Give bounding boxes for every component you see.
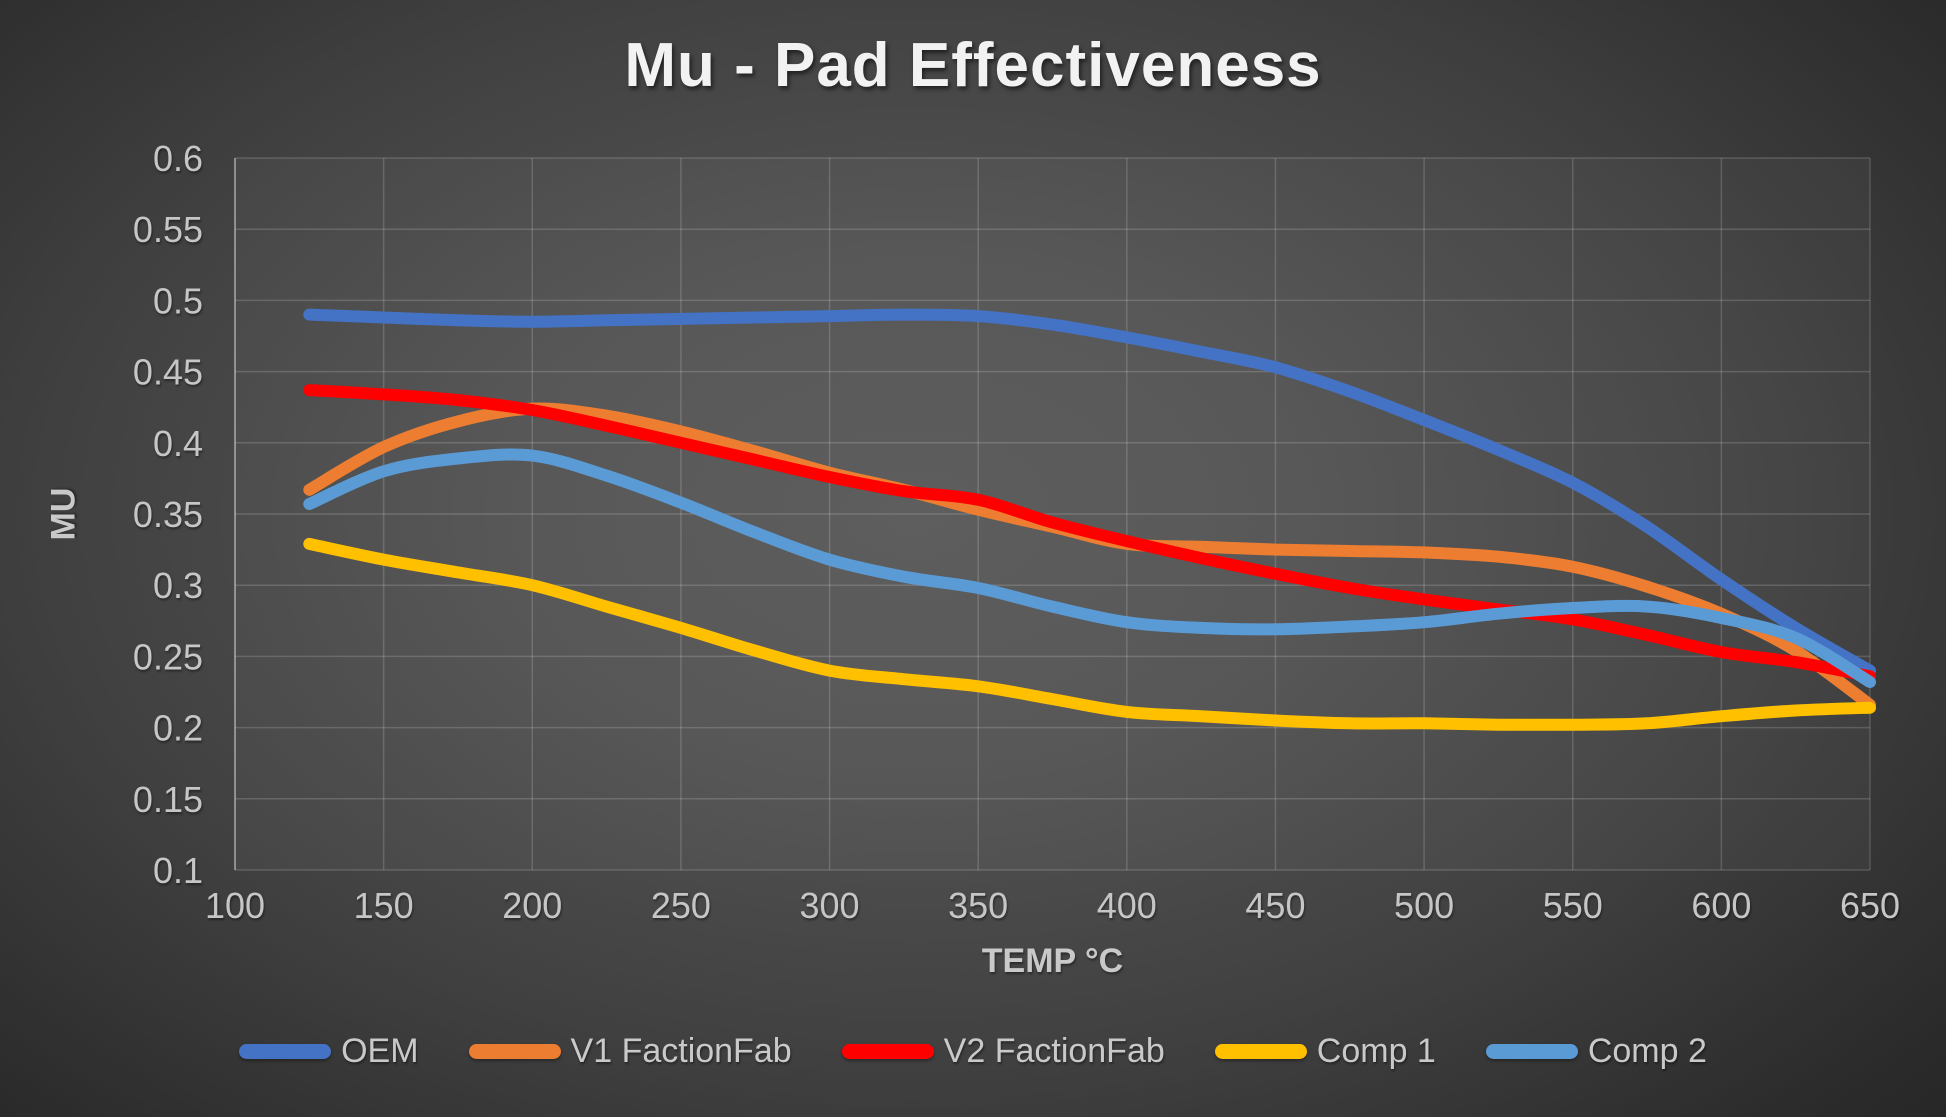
series-line-oem xyxy=(303,308,1876,677)
x-tick-label: 500 xyxy=(1394,885,1454,926)
y-tick-label: 0.2 xyxy=(153,708,203,749)
y-tick-label: 0.3 xyxy=(153,565,203,606)
legend-marker-v1-factionfab xyxy=(468,1044,561,1059)
x-tick-label: 200 xyxy=(502,885,562,926)
legend-item-oem: OEM xyxy=(239,1032,419,1071)
x-tick-label: 650 xyxy=(1840,885,1900,926)
legend-item-comp-2: Comp 2 xyxy=(1485,1032,1707,1071)
legend-item-v1-factionfab: V1 FactionFab xyxy=(468,1032,792,1071)
x-tick-label: 350 xyxy=(948,885,1008,926)
series-lines xyxy=(303,308,1876,731)
legend-marker-v2-factionfab xyxy=(841,1044,934,1059)
legend-item-v2-factionfab: V2 FactionFab xyxy=(841,1032,1165,1071)
legend-label: V2 FactionFab xyxy=(943,1032,1165,1070)
series-line-v2-factionfab xyxy=(303,384,1876,683)
legend-marker-comp-2 xyxy=(1485,1044,1578,1059)
y-tick-label: 0.4 xyxy=(153,423,203,464)
legend-label: Comp 2 xyxy=(1587,1032,1707,1070)
x-tick-label: 150 xyxy=(354,885,414,926)
y-tick-label: 0.45 xyxy=(133,352,203,393)
series-line-comp-2 xyxy=(303,448,1876,688)
y-tick-label: 0.15 xyxy=(133,779,203,820)
y-tick-label: 0.55 xyxy=(133,209,203,250)
y-tick-label: 0.6 xyxy=(153,138,203,179)
x-tick-label: 250 xyxy=(651,885,711,926)
x-axis-title: TEMP °C xyxy=(981,942,1124,980)
x-tick-label: 300 xyxy=(800,885,860,926)
x-tick-label: 100 xyxy=(205,885,265,926)
chart-title: Mu - Pad Effectiveness xyxy=(624,31,1322,100)
legend-label: V1 FactionFab xyxy=(570,1032,792,1070)
legend-label: Comp 1 xyxy=(1316,1032,1436,1070)
x-tick-label: 550 xyxy=(1543,885,1603,926)
legend-item-comp-1: Comp 1 xyxy=(1214,1032,1436,1071)
legend: OEM V1 FactionFab V2 FactionFab Comp 1 Comp … xyxy=(0,1032,1946,1071)
y-tick-label: 0.1 xyxy=(153,850,203,891)
series-line-comp-1 xyxy=(303,537,1876,731)
tick-labels: 0.1 0.15 0.2 0.25 0.3 0.35 0.4 0.45 0.5 0.55 0.6 10… xyxy=(133,138,1900,926)
legend-marker-oem xyxy=(239,1044,332,1059)
legend-label: OEM xyxy=(341,1032,419,1070)
x-tick-label: 450 xyxy=(1245,885,1305,926)
legend-marker-comp-1 xyxy=(1214,1044,1307,1059)
x-tick-label: 400 xyxy=(1097,885,1157,926)
y-tick-label: 0.25 xyxy=(133,636,203,677)
x-tick-label: 600 xyxy=(1691,885,1751,926)
gridlines xyxy=(234,157,1871,871)
y-tick-label: 0.5 xyxy=(153,280,203,321)
y-axis-title: MU xyxy=(44,487,83,541)
y-tick-label: 0.35 xyxy=(133,494,203,535)
